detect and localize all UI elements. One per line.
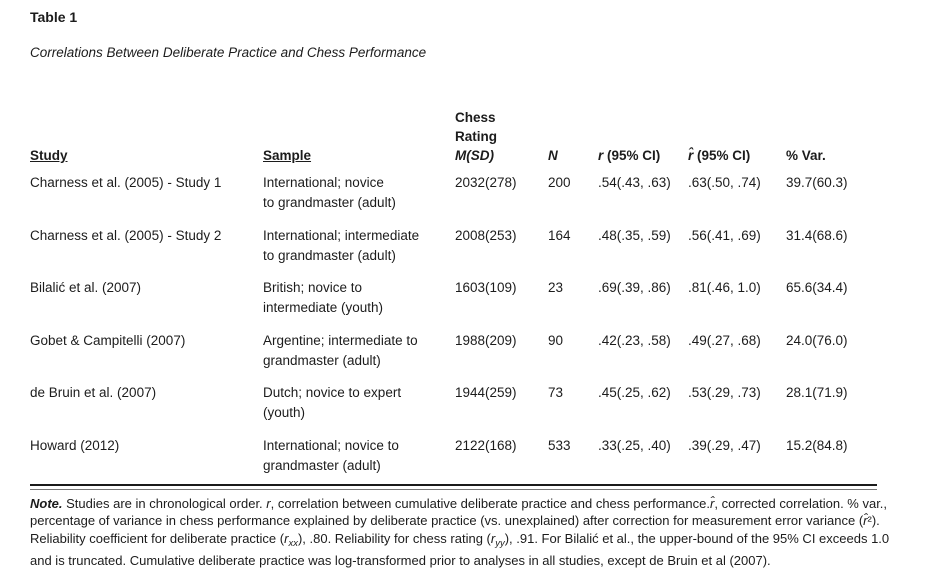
- table-row: Charness et al. (2005) - Study 2 Interna…: [30, 220, 905, 273]
- n-cell: 164: [548, 227, 571, 243]
- pct-var-cell: 39.7(60.3): [786, 175, 848, 190]
- study-cell: Bilalić et al. (2007): [30, 280, 142, 295]
- table-note: Note. Studies are in chronological order…: [30, 496, 890, 568]
- table-row: de Bruin et al. (2007) Dutch; novice to …: [30, 377, 905, 430]
- r-ci-cell: .45(.25, .62): [598, 385, 671, 400]
- r-ci-cell: .48(.35, .59): [598, 227, 671, 243]
- pct-var-cell: 15.2(84.8): [786, 437, 848, 453]
- table-caption: Correlations Between Deliberate Practice…: [30, 45, 427, 60]
- study-cell: de Bruin et al. (2007): [30, 385, 157, 400]
- sample-cell: British; novice to intermediate (youth): [263, 280, 384, 315]
- column-header-chess-rating: Chess Rating M(SD): [455, 108, 548, 167]
- column-header-r-ci: r (95% CI): [598, 148, 661, 163]
- sample-cell: Argentine; intermediate to grandmaster (…: [263, 332, 418, 368]
- column-header-study: Study: [30, 148, 68, 163]
- table-row: Gobet & Campitelli (2007) Argentine; int…: [30, 325, 905, 378]
- chess-rating-label: Chess Rating: [455, 110, 497, 144]
- sample-cell: International; novice to grandmaster (ad…: [263, 437, 399, 473]
- study-cell: Charness et al. (2005) - Study 1: [30, 175, 222, 190]
- n-cell: 73: [548, 385, 564, 400]
- rhat-ci-cell: .63(.50, .74): [688, 175, 761, 190]
- r-ci-cell: .42(.23, .58): [598, 332, 671, 348]
- n-cell: 533: [548, 437, 571, 453]
- msd-cell: 1944(259): [455, 385, 517, 400]
- column-header-pct-var: % Var.: [786, 148, 826, 163]
- rhat-ci-cell: .39(.29, .47): [688, 437, 761, 453]
- pct-var-cell: 28.1(71.9): [786, 385, 848, 400]
- table-row: Charness et al. (2005) - Study 1 Interna…: [30, 167, 905, 220]
- rhat-ci-cell: .56(.41, .69): [688, 227, 761, 243]
- sample-cell: International; novice to grandmaster (ad…: [263, 175, 396, 210]
- pct-var-cell: 24.0(76.0): [786, 332, 848, 348]
- column-header-rhat-ci: r̂ (95% CI): [688, 148, 751, 163]
- msd-cell: 2122(168): [455, 437, 517, 453]
- n-cell: 90: [548, 332, 564, 348]
- r-ci-cell: .69(.39, .86): [598, 280, 671, 295]
- study-cell: Howard (2012): [30, 437, 120, 453]
- table-header-row: Study Sample Chess Rating M(SD) N r (95%…: [30, 108, 905, 167]
- rhat-ci-cell: .81(.46, 1.0): [688, 280, 761, 295]
- table-row: Bilalić et al. (2007) British; novice to…: [30, 272, 905, 325]
- column-header-n: N: [548, 148, 558, 163]
- r-ci-cell: .54(.43, .63): [598, 175, 671, 190]
- msd-cell: 1603(109): [455, 280, 517, 295]
- study-cell: Gobet & Campitelli (2007): [30, 332, 186, 348]
- msd-cell: 2032(278): [455, 175, 517, 190]
- table-bottom-rule: [30, 484, 877, 490]
- rhat-ci-cell: .49(.27, .68): [688, 332, 761, 348]
- study-cell: Charness et al. (2005) - Study 2: [30, 227, 222, 243]
- column-header-sample: Sample: [263, 148, 312, 163]
- n-cell: 23: [548, 280, 564, 295]
- msd-label: M(SD): [455, 148, 494, 163]
- msd-cell: 2008(253): [455, 227, 517, 243]
- table-number: Table 1: [30, 9, 78, 25]
- msd-cell: 1988(209): [455, 332, 517, 348]
- table-row: Howard (2012) International; novice to g…: [30, 430, 905, 483]
- sample-cell: Dutch; novice to expert (youth): [263, 385, 402, 420]
- r-ci-cell: .33(.25, .40): [598, 437, 671, 453]
- pct-var-cell: 65.6(34.4): [786, 280, 848, 295]
- rhat-ci-cell: .53(.29, .73): [688, 385, 761, 400]
- pct-var-cell: 31.4(68.6): [786, 227, 848, 243]
- sample-cell: International; intermediate to grandmast…: [263, 227, 420, 263]
- n-cell: 200: [548, 175, 571, 190]
- correlations-table: Study Sample Chess Rating M(SD) N r (95%…: [30, 108, 905, 482]
